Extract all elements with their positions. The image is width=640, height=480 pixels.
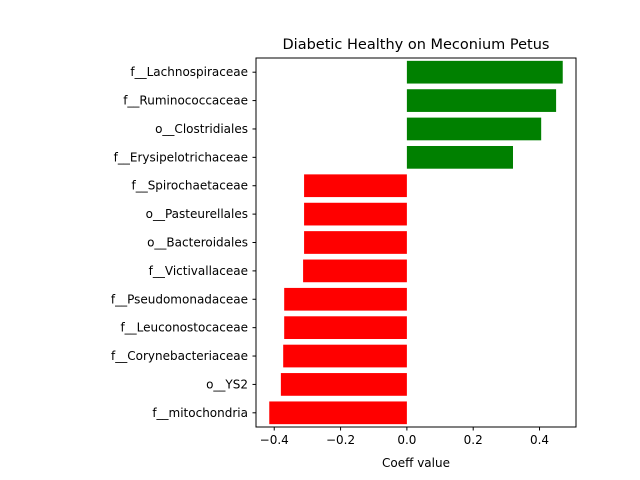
bar-o__Pasteurellales	[304, 202, 407, 226]
y-tick-label: o__Bacteroidales	[147, 236, 248, 250]
x-tick-label: 0.0	[397, 433, 416, 447]
y-tick-label: o__YS2	[206, 377, 248, 391]
y-tick-label: o__Clostridiales	[155, 122, 248, 136]
bar-f__Leuconostocaceae	[284, 316, 407, 340]
bar-o__YS2	[280, 373, 407, 396]
bar-f__Victivallaceae	[303, 259, 407, 283]
bar-f__Ruminococcaceae	[406, 89, 557, 112]
x-tick-label: 0.2	[464, 433, 483, 447]
bar-f__Corynebacteriaceae	[283, 344, 407, 368]
x-axis-label: Coeff value	[382, 456, 450, 470]
y-tick-label: f__Erysipelotrichaceae	[114, 150, 248, 164]
bar-o__Clostridiales	[406, 117, 542, 141]
y-tick-labels: f__Lachnospiraceae f__Ruminococcaceae o__C…	[111, 65, 256, 420]
y-tick-label: f__mitochondria	[152, 406, 248, 420]
plot-frame	[255, 57, 577, 428]
y-tick-label: f__Leuconostocaceae	[120, 321, 248, 335]
bar-f__Pseudomonadaceae	[284, 287, 407, 311]
chart-title: Diabetic Healthy on Meconium Petus	[283, 37, 550, 53]
y-tick-label: o__Pasteurellales	[146, 207, 248, 221]
y-tick-label: f__Lachnospiraceae	[130, 65, 248, 79]
bar-f__Lachnospiraceae	[406, 60, 563, 84]
bar-f__Erysipelotrichaceae	[406, 145, 513, 169]
bars-group	[269, 60, 563, 425]
y-tick-label: f__Victivallaceae	[149, 264, 248, 278]
x-ticks: −0.4 −0.2 0.0 0.2 0.4	[260, 427, 549, 447]
y-tick-label: f__Ruminococcaceae	[123, 94, 248, 108]
y-tick-label: f__Pseudomonadaceae	[111, 292, 248, 306]
x-tick-label: −0.4	[260, 433, 289, 447]
bar-f__Spirochaetaceae	[304, 174, 407, 198]
bar-o__Bacteroidales	[304, 231, 407, 254]
x-tick-label: −0.2	[326, 433, 355, 447]
bar-f__mitochondria	[269, 401, 407, 425]
x-tick-label: 0.4	[530, 433, 549, 447]
y-tick-label: f__Spirochaetaceae	[131, 179, 248, 193]
y-tick-label: f__Corynebacteriaceae	[111, 349, 248, 363]
